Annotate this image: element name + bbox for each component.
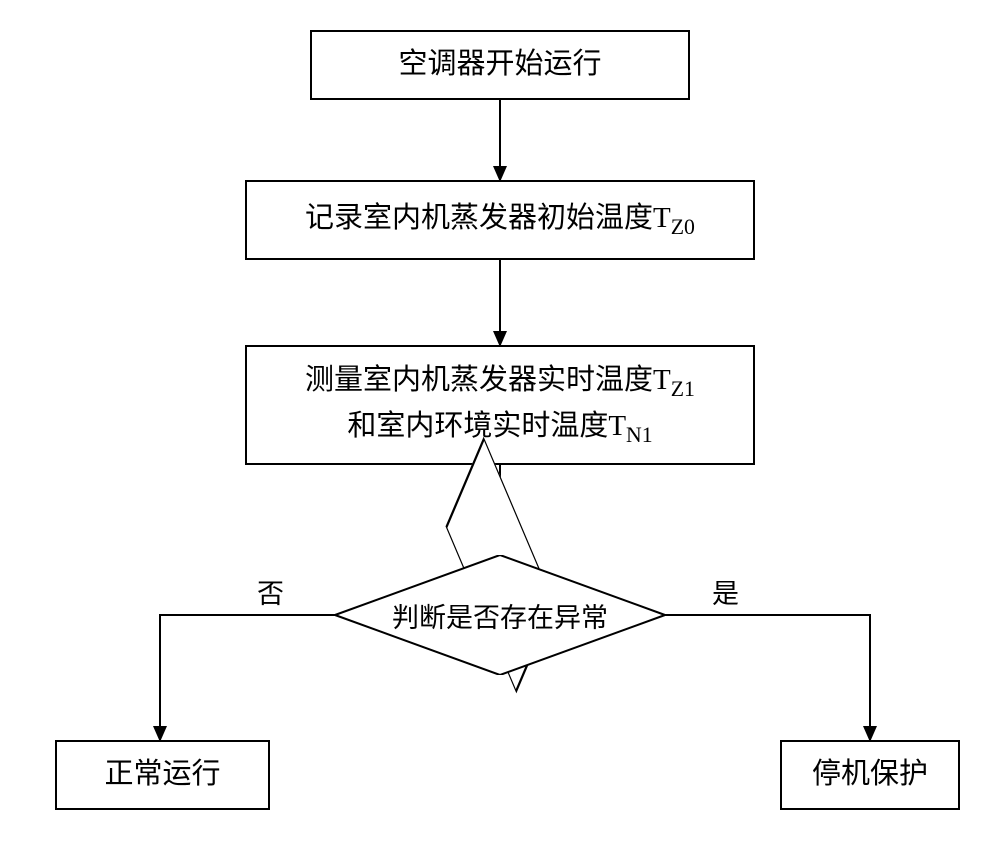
diamond-svg [335,555,665,675]
edge-label-no: 否 [255,572,286,611]
node-start: 空调器开始运行 [310,30,690,100]
node-measure: 测量室内机蒸发器实时温度TZ1和室内环境实时温度TN1 [245,345,755,465]
edge-decide-normal [160,615,335,740]
flowchart-canvas: 空调器开始运行 记录室内机蒸发器初始温度TZ0 测量室内机蒸发器实时温度TZ1和… [0,0,1000,865]
node-start-label: 空调器开始运行 [398,43,601,87]
node-normal-label: 正常运行 [104,753,220,797]
node-record-label: 记录室内机蒸发器初始温度TZ0 [305,197,695,243]
node-stop-label: 停机保护 [812,753,928,797]
node-normal: 正常运行 [55,740,270,810]
node-decide: 判断是否存在异常 [335,555,665,675]
node-measure-label: 测量室内机蒸发器实时温度TZ1和室内环境实时温度TN1 [305,359,695,452]
node-stop: 停机保护 [780,740,960,810]
edge-decide-stop [665,615,870,740]
edge-label-yes: 是 [710,572,741,611]
node-record: 记录室内机蒸发器初始温度TZ0 [245,180,755,260]
